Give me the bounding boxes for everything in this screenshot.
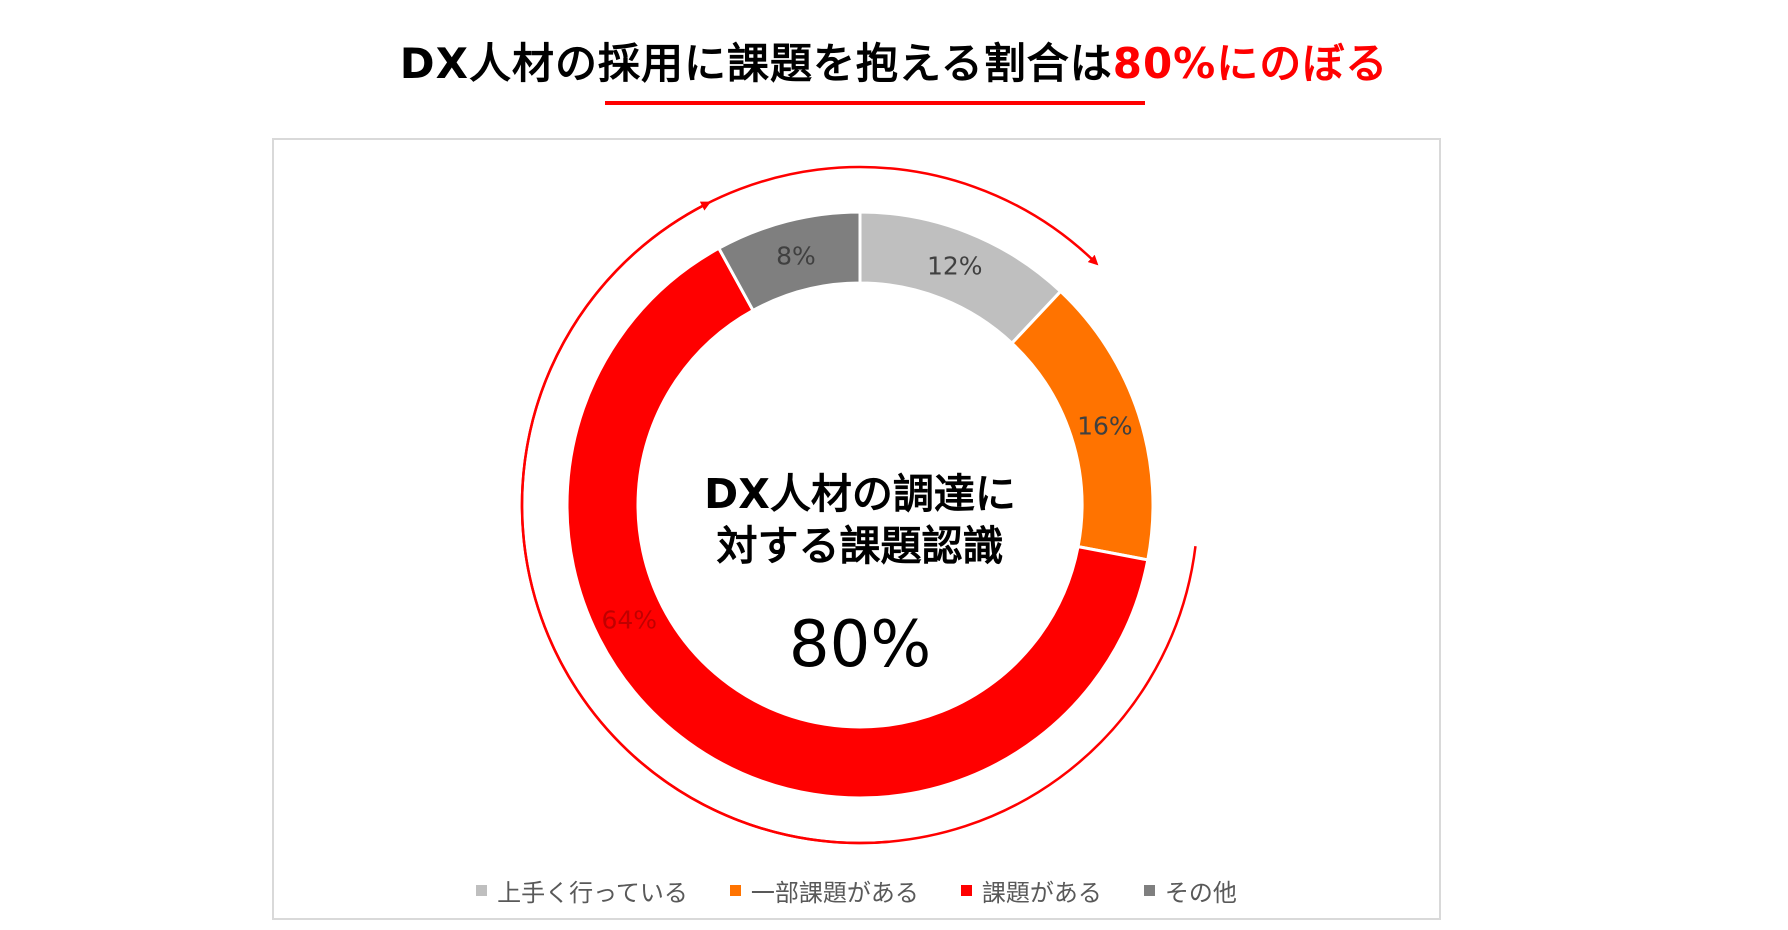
legend-label: 課題がある [981,878,1102,907]
title-underline [605,101,1145,105]
legend-swatch [1143,884,1155,896]
center-label-line2: 対する課題認識 [716,522,1004,570]
legend-item-2: 一部課題がある [729,873,919,908]
slice-label-1: 12% [927,252,983,281]
legend-item-4: その他 [1143,873,1237,908]
slice-label-4: 8% [776,242,816,271]
arrow-partial-share [520,165,1197,845]
legend-label: 上手く行っている [497,878,688,907]
slice-label-3: 64% [601,605,657,634]
donut-slice-3 [565,246,1150,800]
title-main: DX人材の採用に課題を抱える割合は [399,39,1113,88]
legend-label: 一部課題がある [750,878,919,907]
legend-swatch [960,884,972,896]
title-accent: 80%にのぼる [1112,39,1389,88]
legend-swatch [476,884,488,896]
legend-item-3: 課題がある [960,873,1102,908]
page-title: DX人材の採用に課題を抱える割合は80%にのぼる [0,30,1788,91]
slice-label-2: 16% [1077,411,1133,440]
center-label-line1: DX人材の調達に [704,470,1016,518]
center-value: 80% [788,608,932,682]
legend-swatch [729,884,741,896]
legend-label: その他 [1164,878,1237,907]
legend-item-1: 上手く行っている [476,873,688,908]
chart-legend: 上手く行っている 一部課題がある 課題がある その他 [272,870,1441,910]
donut-slice-4 [716,210,862,313]
